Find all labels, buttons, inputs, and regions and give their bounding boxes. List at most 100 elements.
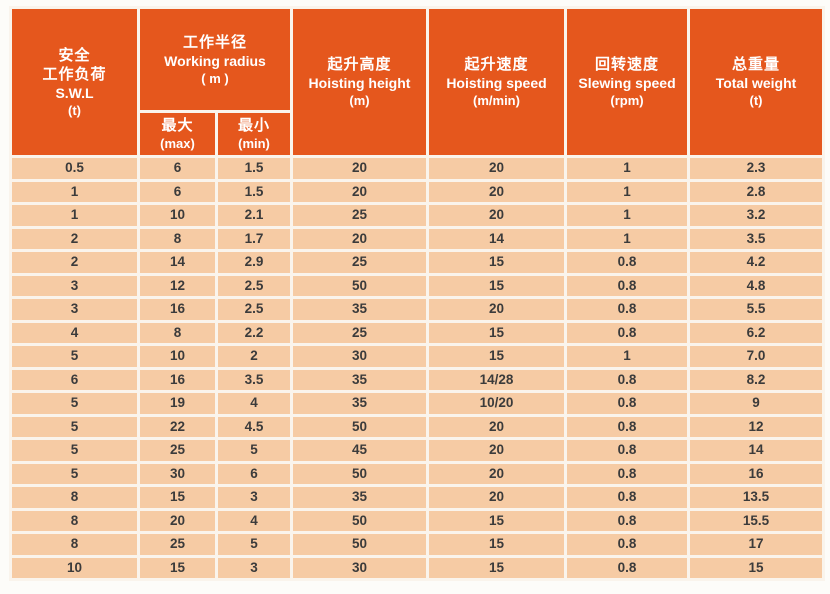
table-cell: 20 <box>290 178 429 205</box>
table-cell: 30 <box>137 460 218 487</box>
table-cell: 6 <box>9 366 140 393</box>
table-cell: 20 <box>426 413 567 440</box>
table-cell: 45 <box>290 437 429 464</box>
table-cell: 17 <box>687 531 825 558</box>
table-row: 5 10 2 30 15 1 7.0 <box>9 343 825 370</box>
table-row: 8 25 5 50 15 0.8 17 <box>9 531 825 558</box>
table-cell: 16 <box>137 366 218 393</box>
table-body: 0.5 6 1.5 20 20 1 2.3 1 6 1.5 20 20 1 2.8 1 10 2.1 25 20 1 3… <box>9 155 825 581</box>
table-cell: 10/20 <box>426 390 567 417</box>
table-cell: 15 <box>426 507 567 534</box>
table-cell: 20 <box>137 507 218 534</box>
table-cell: 6 <box>137 178 218 205</box>
header-radius-max-zh: 最大 <box>161 117 194 134</box>
table-cell: 4 <box>9 319 140 346</box>
table-cell: 3.2 <box>687 202 825 229</box>
table-cell: 20 <box>290 155 429 182</box>
table-cell: 2 <box>9 225 140 252</box>
table-cell: 50 <box>290 460 429 487</box>
table-cell: 0.8 <box>564 437 690 464</box>
table-cell: 7.0 <box>687 343 825 370</box>
table-cell: 3.5 <box>687 225 825 252</box>
table-cell: 1 <box>564 202 690 229</box>
table-cell: 20 <box>426 202 567 229</box>
table-row: 0.5 6 1.5 20 20 1 2.3 <box>9 155 825 182</box>
table-cell: 12 <box>687 413 825 440</box>
table-cell: 10 <box>137 343 218 370</box>
table-row: 3 12 2.5 50 15 0.8 4.8 <box>9 272 825 299</box>
table-cell: 35 <box>290 296 429 323</box>
table-cell: 14 <box>426 225 567 252</box>
table-cell: 35 <box>290 390 429 417</box>
spec-sheet: 安全 工作负荷 S.W.L (t) 工作半径 Working radius ( … <box>9 6 825 581</box>
table-cell: 16 <box>137 296 218 323</box>
table-cell: 30 <box>290 343 429 370</box>
table-cell: 5 <box>9 390 140 417</box>
table-row: 1 6 1.5 20 20 1 2.8 <box>9 178 825 205</box>
table-cell: 5 <box>215 531 293 558</box>
table-cell: 50 <box>290 507 429 534</box>
table-cell: 4 <box>215 507 293 534</box>
table-cell: 10 <box>9 554 140 581</box>
table-cell: 1.7 <box>215 225 293 252</box>
header-working-radius-unit: ( m ) <box>201 70 229 86</box>
table-cell: 8 <box>9 484 140 511</box>
table-cell: 1 <box>564 343 690 370</box>
header-hoisting-speed-zh: 起升速度 <box>464 56 529 73</box>
table-cell: 1.5 <box>215 155 293 182</box>
header-radius-min-en: (min) <box>238 136 270 151</box>
table-cell: 8 <box>9 507 140 534</box>
table-cell: 5 <box>9 460 140 487</box>
table-cell: 20 <box>426 155 567 182</box>
table-cell: 14 <box>137 249 218 276</box>
table-cell: 13.5 <box>687 484 825 511</box>
header-slewing-speed-zh: 回转速度 <box>594 56 659 73</box>
table-cell: 3 <box>215 554 293 581</box>
table-row: 5 19 4 35 10/20 0.8 9 <box>9 390 825 417</box>
table-cell: 25 <box>290 202 429 229</box>
header-hoisting-speed: 起升速度 Hoisting speed (m/min) <box>426 6 567 158</box>
table-cell: 14 <box>687 437 825 464</box>
table-cell: 35 <box>290 484 429 511</box>
table-cell: 50 <box>290 272 429 299</box>
table-cell: 8 <box>9 531 140 558</box>
table-row: 5 25 5 45 20 0.8 14 <box>9 437 825 464</box>
header-radius-min: 最小 (min) <box>215 110 293 158</box>
table-cell: 15 <box>426 272 567 299</box>
table-cell: 0.8 <box>564 319 690 346</box>
table-cell: 0.8 <box>564 507 690 534</box>
table-row: 8 20 4 50 15 0.8 15.5 <box>9 507 825 534</box>
table-cell: 1 <box>9 202 140 229</box>
table-cell: 2.2 <box>215 319 293 346</box>
table-cell: 35 <box>290 366 429 393</box>
table-cell: 50 <box>290 531 429 558</box>
table-cell: 15 <box>137 554 218 581</box>
table-header: 安全 工作负荷 S.W.L (t) 工作半径 Working radius ( … <box>9 6 825 158</box>
table-cell: 20 <box>426 296 567 323</box>
table-cell: 8 <box>137 225 218 252</box>
table-row: 2 8 1.7 20 14 1 3.5 <box>9 225 825 252</box>
table-row: 5 30 6 50 20 0.8 16 <box>9 460 825 487</box>
table-cell: 12 <box>137 272 218 299</box>
table-cell: 3 <box>9 296 140 323</box>
table-cell: 2 <box>215 343 293 370</box>
table-cell: 50 <box>290 413 429 440</box>
header-working-radius-en: Working radius <box>164 52 266 69</box>
header-total-weight-zh: 总重量 <box>731 56 780 73</box>
header-swl: 安全 工作负荷 S.W.L (t) <box>9 6 140 158</box>
header-swl-zh1: 安全 <box>58 46 91 64</box>
table-cell: 0.8 <box>564 413 690 440</box>
table-cell: 0.5 <box>9 155 140 182</box>
table-cell: 8 <box>137 319 218 346</box>
table-cell: 3.5 <box>215 366 293 393</box>
table-cell: 1.5 <box>215 178 293 205</box>
table-row: 1 10 2.1 25 20 1 3.2 <box>9 202 825 229</box>
table-cell: 0.8 <box>564 390 690 417</box>
table-cell: 22 <box>137 413 218 440</box>
header-working-radius: 工作半径 Working radius ( m ) <box>137 6 293 113</box>
table-cell: 15 <box>426 319 567 346</box>
header-swl-en: S.W.L <box>55 84 94 101</box>
table-cell: 3 <box>215 484 293 511</box>
table-row: 10 15 3 30 15 0.8 15 <box>9 554 825 581</box>
crane-spec-table: 安全 工作负荷 S.W.L (t) 工作半径 Working radius ( … <box>9 6 825 581</box>
